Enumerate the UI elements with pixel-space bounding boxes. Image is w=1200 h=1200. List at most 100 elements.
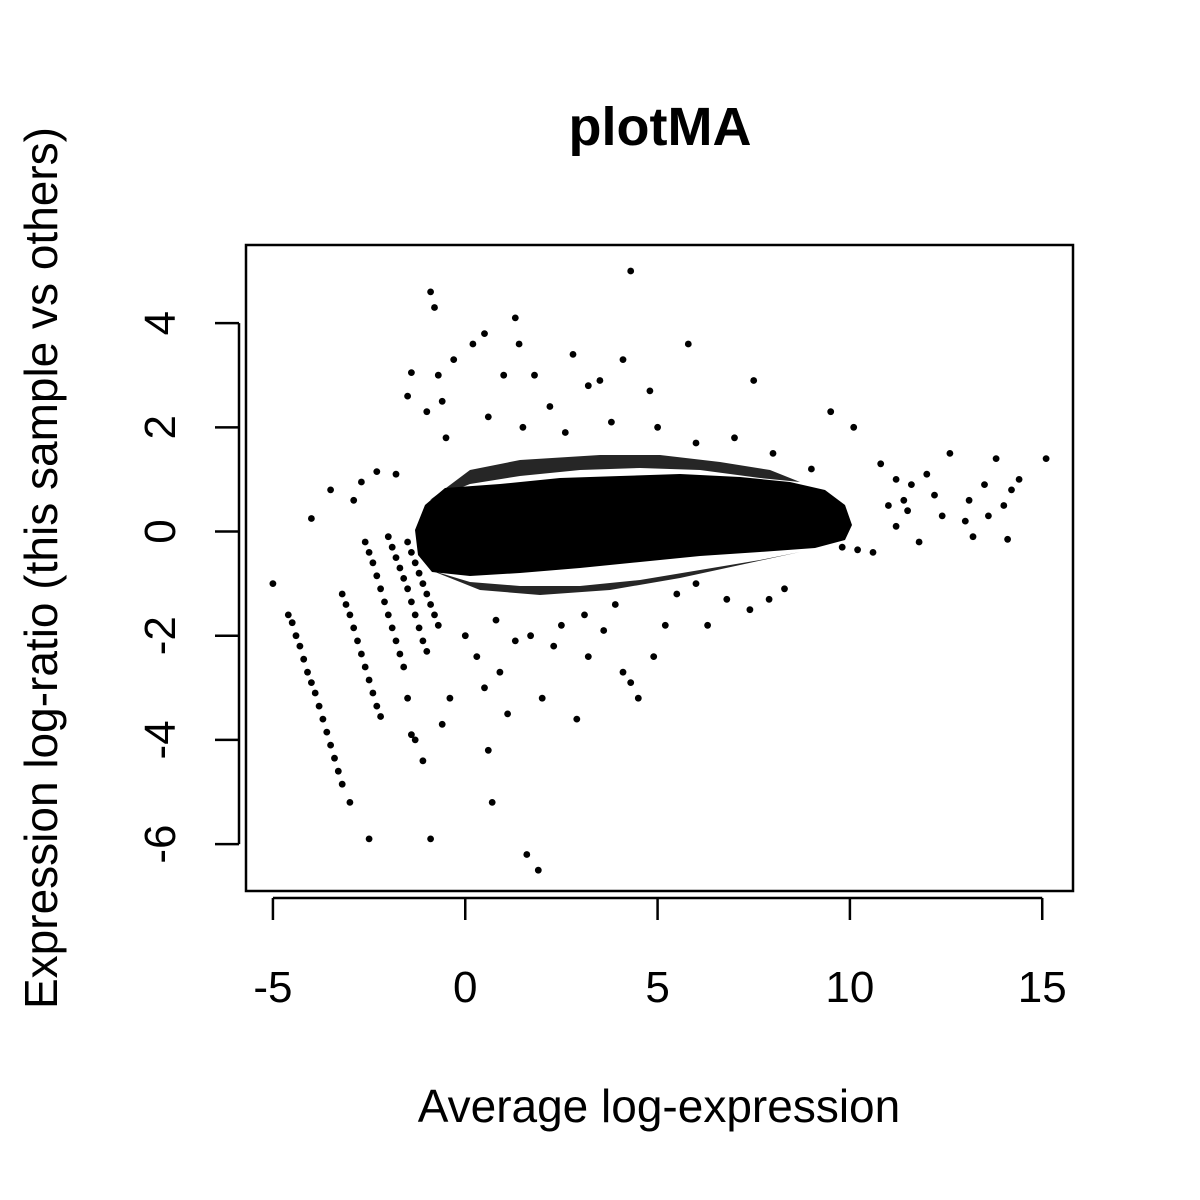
data-point: [511, 637, 519, 645]
data-point: [523, 851, 531, 858]
data-point: [877, 460, 885, 468]
data-point: [373, 468, 381, 475]
data-point: [404, 694, 411, 702]
data-point: [327, 486, 334, 494]
data-point: [1004, 535, 1011, 543]
data-point: [408, 369, 415, 376]
data-point: [992, 455, 1000, 462]
data-point: [419, 580, 427, 587]
data-point: [373, 572, 381, 580]
data-point: [765, 595, 773, 603]
y-tick-label: 0: [136, 519, 185, 543]
data-point: [827, 408, 835, 416]
data-point: [938, 512, 946, 520]
data-point: [427, 601, 434, 608]
data-point: [923, 470, 931, 478]
data-point: [531, 371, 538, 379]
data-point: [361, 538, 369, 546]
data-point: [492, 616, 500, 624]
data-point: [731, 434, 738, 442]
data-point: [384, 533, 392, 541]
data-point: [527, 632, 534, 640]
data-point: [619, 356, 627, 363]
data-point: [288, 619, 296, 627]
data-point: [608, 418, 615, 426]
data-point: [596, 377, 604, 384]
data-point: [327, 741, 334, 749]
data-point: [284, 611, 292, 619]
x-axis-label: Average log-expression: [418, 1080, 900, 1132]
data-point: [519, 423, 527, 431]
data-point: [431, 611, 438, 619]
data-point: [269, 580, 277, 587]
data-point: [411, 611, 419, 619]
data-point: [365, 549, 373, 556]
data-point: [296, 642, 304, 650]
data-point: [361, 663, 369, 671]
x-tick-label: 0: [453, 963, 477, 1012]
data-point: [450, 356, 458, 363]
y-tick-label: 2: [136, 415, 185, 439]
data-point: [404, 392, 411, 400]
data-point: [869, 549, 877, 556]
data-point: [600, 627, 608, 634]
x-tick-label: 15: [1018, 963, 1067, 1012]
data-point: [469, 340, 477, 348]
data-point: [750, 377, 758, 384]
data-point: [584, 653, 592, 660]
data-point: [350, 496, 358, 504]
data-point: [534, 866, 542, 874]
data-point: [392, 637, 400, 645]
data-point: [704, 621, 711, 629]
data-point: [569, 351, 577, 358]
data-point: [1015, 476, 1023, 483]
data-point: [723, 595, 731, 603]
data-point: [308, 515, 315, 522]
data-point: [484, 746, 492, 754]
dense-point-cloud: [415, 455, 852, 595]
data-point: [381, 598, 388, 606]
data-point: [415, 569, 423, 577]
data-point: [434, 371, 442, 379]
data-point: [427, 835, 434, 843]
data-point: [515, 340, 523, 348]
data-point: [434, 621, 442, 629]
data-point: [358, 650, 365, 658]
data-point: [981, 481, 988, 488]
data-point: [423, 590, 431, 598]
data-point: [404, 538, 411, 546]
data-point: [808, 465, 815, 473]
data-point: [511, 314, 519, 322]
data-point: [365, 676, 373, 684]
data-point: [400, 663, 408, 671]
data-point: [400, 575, 408, 582]
data-point: [358, 478, 365, 486]
data-point: [392, 470, 400, 478]
data-point: [573, 715, 581, 723]
data-point: [769, 450, 777, 457]
y-tick-label: 4: [136, 311, 185, 335]
data-point: [431, 304, 438, 311]
data-point: [396, 564, 404, 572]
data-point: [396, 650, 404, 658]
data-point: [546, 403, 554, 410]
data-point: [969, 533, 977, 541]
data-point: [581, 611, 588, 619]
data-point: [481, 684, 488, 692]
x-tick-label: 5: [645, 963, 669, 1012]
data-point: [331, 754, 338, 762]
data-point: [404, 585, 411, 593]
data-point: [411, 736, 419, 744]
data-point: [438, 720, 446, 728]
data-point: [931, 491, 938, 499]
data-point: [377, 713, 384, 720]
data-point: [885, 502, 892, 509]
y-tick-label: -6: [136, 825, 185, 864]
data-point: [634, 694, 642, 702]
data-point: [384, 611, 392, 619]
data-point: [323, 728, 331, 736]
data-point: [338, 590, 346, 598]
data-point: [446, 694, 454, 702]
data-point: [854, 546, 861, 554]
